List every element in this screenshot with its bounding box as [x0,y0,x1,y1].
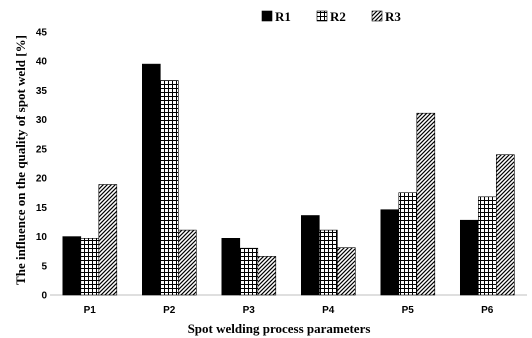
legend-swatch-r3 [371,10,383,22]
bar-r1-p4 [300,215,320,296]
legend: R1 R2 R3 [261,9,401,24]
bar-r3-p2 [178,229,197,296]
bar-r3-p3 [257,256,277,296]
y-tick-label: 25 [36,144,48,155]
bar-r1-p3 [221,238,241,296]
y-tick-label: 0 [41,291,47,302]
x-tick-label: P2 [163,305,176,316]
bar-r2-p6 [477,196,497,296]
bar-r1-p1 [62,236,82,296]
bar-r1-p5 [380,209,400,296]
bar-r2-p4 [318,229,338,296]
y-tick-label: 5 [41,261,47,272]
y-tick-label: 20 [36,174,48,185]
y-tick-label: 15 [36,203,48,214]
x-axis: P1 P2 P3 P4 P5 P6 [84,305,494,316]
legend-label-r3: R3 [385,9,401,24]
legend-swatch-r2 [316,10,328,22]
bar-r3-p4 [336,247,356,296]
y-axis-label: The influence on the quality of spot wel… [13,35,28,285]
y-axis: 0 5 10 15 20 25 30 35 40 45 [36,28,48,302]
y-tick-label: 40 [36,57,48,68]
y-tick-label: 10 [36,232,48,243]
legend-label-r2: R2 [330,9,346,24]
y-tick-label: 30 [36,115,48,126]
x-tick-label: P3 [243,305,256,316]
x-axis-label: Spot welding process parameters [188,321,371,336]
x-tick-label: P4 [322,305,335,316]
bar-r3-p1 [98,184,118,296]
bar-r2-p1 [80,238,100,296]
x-tick-label: P1 [84,305,97,316]
bar-r1-p6 [459,219,479,296]
bar-r2-p2 [160,80,179,296]
bar-r3-p6 [495,154,515,296]
bar-r2-p5 [398,192,418,296]
legend-label-r1: R1 [275,9,291,24]
bar-r1-p2 [142,63,161,296]
bar-r2-p3 [239,247,259,296]
y-tick-label: 35 [36,86,48,97]
legend-swatch-r1 [261,10,273,22]
bar-r3-p5 [416,112,436,296]
bars [62,63,515,296]
x-tick-label: P6 [481,305,494,316]
y-tick-label: 45 [36,28,48,39]
x-tick-label: P5 [402,305,415,316]
